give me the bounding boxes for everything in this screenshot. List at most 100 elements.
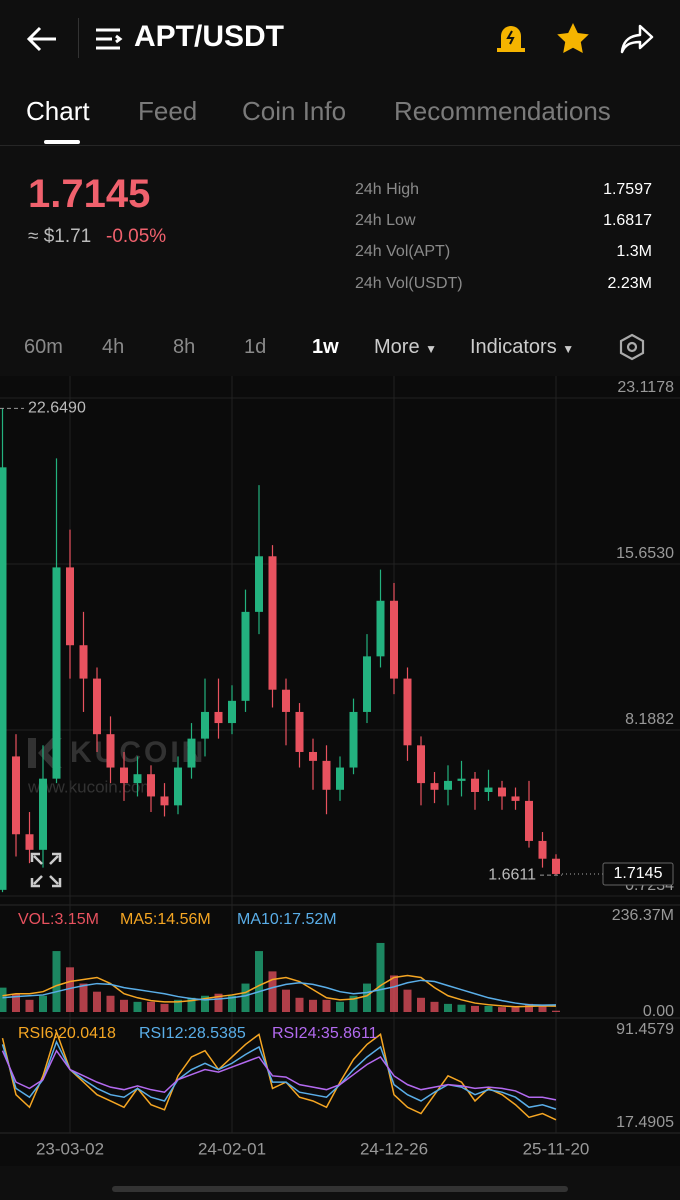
y-tick-label: 17.4905 bbox=[616, 1114, 674, 1131]
candle-body bbox=[174, 767, 182, 806]
volume-bar bbox=[228, 995, 236, 1012]
tab[interactable]: Feed bbox=[138, 96, 198, 126]
candle-body bbox=[282, 689, 290, 712]
interval[interactable]: 1w bbox=[312, 336, 339, 358]
volume-bar bbox=[471, 1005, 479, 1012]
chart: KUCOIN www.kucoin.com 23-03-02 24-02-01 24… bbox=[0, 376, 680, 1166]
plot-layer: 23-03-02 24-02-01 24-12-26 25-11-20 23.1178 1… bbox=[0, 376, 680, 1158]
volume-bar bbox=[390, 975, 398, 1012]
candle-body bbox=[255, 556, 263, 612]
volume-bar bbox=[255, 951, 263, 1012]
legend-entry: VOL:3.15M bbox=[18, 911, 99, 928]
interval[interactable]: 8h bbox=[173, 336, 196, 358]
volume-bar bbox=[295, 997, 304, 1012]
stat-value: 1.6817 bbox=[603, 212, 652, 229]
volume-bar bbox=[552, 1010, 560, 1012]
candle-body bbox=[538, 840, 547, 859]
last-price-box bbox=[602, 862, 674, 886]
fullscreen-icon[interactable] bbox=[30, 852, 62, 888]
volume-bar bbox=[174, 999, 182, 1012]
candle-body bbox=[160, 796, 169, 806]
candle-body bbox=[228, 700, 236, 724]
interval[interactable]: 4h bbox=[102, 336, 125, 358]
line-series bbox=[1, 1029, 557, 1121]
y-tick-label: 0.00 bbox=[643, 1003, 674, 1020]
y-tick-label: 91.4579 bbox=[616, 1021, 674, 1038]
back-button[interactable] bbox=[26, 24, 62, 54]
legend-entry: MA10:17.52M bbox=[237, 911, 337, 928]
watermark-brand: KUCOIN bbox=[70, 736, 206, 769]
tab[interactable]: Coin Info bbox=[242, 96, 347, 126]
y-tick-label: 15.6530 bbox=[616, 545, 674, 562]
volume-bar bbox=[133, 1001, 142, 1012]
candle-body bbox=[457, 778, 466, 781]
candle-body bbox=[0, 467, 7, 890]
candle-body bbox=[79, 645, 88, 679]
volume-bar bbox=[93, 991, 101, 1012]
price-change: -0.05% bbox=[106, 226, 167, 247]
candle-body bbox=[133, 774, 142, 784]
indicators-label: Indicators bbox=[470, 336, 557, 358]
candle-body bbox=[336, 767, 344, 790]
volume-bar bbox=[79, 983, 88, 1012]
min-label: 1.6611 bbox=[488, 866, 536, 883]
line-series bbox=[2, 979, 557, 1006]
stat-value: 1.7597 bbox=[603, 181, 652, 198]
more-menu[interactable]: More ▼ bbox=[374, 336, 438, 358]
candle-body bbox=[417, 745, 425, 784]
share-icon[interactable] bbox=[620, 24, 654, 54]
volume-bar bbox=[12, 993, 20, 1012]
watermark: KUCOIN www.kucoin.com bbox=[27, 736, 206, 797]
volume-bar bbox=[498, 1007, 506, 1012]
tab[interactable]: Chart bbox=[26, 96, 90, 126]
menu-icon[interactable] bbox=[96, 27, 124, 51]
stat-label: 24h Vol(USDT) bbox=[355, 275, 463, 292]
candle-body bbox=[187, 738, 196, 768]
volume-bar bbox=[336, 1001, 344, 1012]
candle-body bbox=[363, 656, 371, 712]
tab[interactable]: Recommendations bbox=[394, 96, 611, 126]
candle-body bbox=[511, 796, 520, 801]
candle-body bbox=[471, 778, 479, 793]
x-tick-label: 25-11-20 bbox=[523, 1139, 590, 1158]
candle-body bbox=[106, 734, 115, 768]
candle-body bbox=[66, 567, 74, 646]
fiat-price: ≈ $1.71 bbox=[28, 226, 92, 247]
volume-bar bbox=[430, 1001, 439, 1012]
candle-body bbox=[322, 760, 331, 790]
volume-bar bbox=[457, 1004, 466, 1012]
candle-body bbox=[525, 800, 533, 841]
stat-value: 1.3M bbox=[616, 243, 652, 260]
candle-body bbox=[93, 678, 101, 735]
candle-body bbox=[147, 774, 155, 797]
volume-bar bbox=[349, 995, 358, 1012]
line-series bbox=[1, 1039, 557, 1110]
candle-body bbox=[201, 711, 209, 739]
alert-icon[interactable] bbox=[496, 22, 526, 54]
interval[interactable]: 1d bbox=[244, 336, 267, 358]
divider bbox=[0, 145, 680, 146]
candle-body bbox=[12, 756, 20, 835]
volume-bar bbox=[160, 1003, 169, 1012]
interval[interactable]: 60m bbox=[24, 336, 63, 358]
candle-body bbox=[484, 787, 493, 793]
last-price-label: 1.7145 bbox=[614, 865, 663, 882]
volume-bar bbox=[201, 995, 209, 1012]
pair-title[interactable]: APT/USDT bbox=[134, 20, 284, 53]
indicators-menu[interactable]: Indicators ▼ bbox=[470, 336, 575, 358]
volume-bar bbox=[214, 993, 223, 1012]
legend-entry: RSI6:20.0418 bbox=[18, 1025, 116, 1042]
volume-bar bbox=[376, 942, 385, 1012]
more-label: More bbox=[374, 336, 420, 358]
candle-body bbox=[241, 611, 250, 701]
volume-bar bbox=[444, 1003, 452, 1012]
x-tick-label: 24-12-26 bbox=[360, 1139, 428, 1158]
y-tick-label: 236.37M bbox=[612, 907, 674, 924]
last-price: 1.7145 bbox=[28, 172, 151, 216]
settings-icon[interactable] bbox=[618, 333, 646, 361]
volume-bar bbox=[417, 997, 425, 1012]
favorite-icon[interactable] bbox=[556, 22, 590, 54]
volume-bar bbox=[39, 995, 47, 1012]
line-series bbox=[1, 1049, 557, 1101]
candle-body bbox=[390, 600, 398, 679]
